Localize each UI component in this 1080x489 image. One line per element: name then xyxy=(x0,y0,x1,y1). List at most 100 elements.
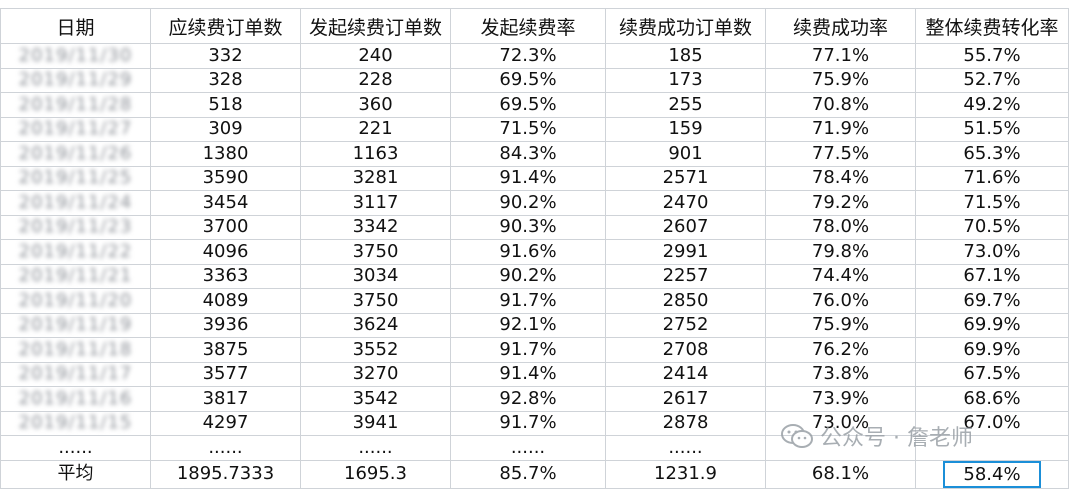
ellipsis-row: ...... ...... ...... ...... ...... xyxy=(0,435,1069,461)
cell: 75.9% xyxy=(765,312,916,338)
table-row: 2019/11/26 1380 1163 84.3% 901 77.5% 65.… xyxy=(0,141,1069,167)
ellipsis-cell: ...... xyxy=(0,435,151,461)
cell: 3117 xyxy=(300,190,451,216)
cell: 91.7% xyxy=(450,288,606,314)
average-row: 平均 1895.7333 1695.3 85.7% 1231.9 68.1% 5… xyxy=(0,459,1069,489)
cell: 2752 xyxy=(605,312,766,338)
cell: 3552 xyxy=(300,337,451,363)
cell: 328 xyxy=(150,67,301,93)
cell: 69.9% xyxy=(915,312,1069,338)
cell: 309 xyxy=(150,116,301,142)
cell: 3270 xyxy=(300,361,451,387)
cell: 73.9% xyxy=(765,386,916,412)
cell: 2571 xyxy=(605,165,766,191)
watermark: 公众号 · 詹老师 xyxy=(780,420,973,452)
table-row: 2019/11/30 332 240 72.3% 185 77.1% 55.7% xyxy=(0,43,1069,69)
average-label: 平均 xyxy=(0,459,151,489)
header-success-orders: 续费成功订单数 xyxy=(605,8,766,44)
header-initiation-rate: 发起续费率 xyxy=(450,8,606,44)
cell: 901 xyxy=(605,141,766,167)
cell: 221 xyxy=(300,116,451,142)
cell: 51.5% xyxy=(915,116,1069,142)
cell: 3342 xyxy=(300,214,451,240)
cell: 228 xyxy=(300,67,451,93)
cell: 74.4% xyxy=(765,263,916,289)
date-cell: 2019/11/26 xyxy=(0,141,151,167)
average-cell: 85.7% xyxy=(450,459,606,489)
cell: 240 xyxy=(300,43,451,69)
cell: 2991 xyxy=(605,239,766,265)
cell: 92.8% xyxy=(450,386,606,412)
date-cell: 2019/11/25 xyxy=(0,165,151,191)
cell: 3542 xyxy=(300,386,451,412)
cell: 71.6% xyxy=(915,165,1069,191)
cell: 91.7% xyxy=(450,410,606,436)
cell: 79.2% xyxy=(765,190,916,216)
header-row: 日期 应续费订单数 发起续费订单数 发起续费率 续费成功订单数 续费成功率 整体… xyxy=(0,8,1069,44)
cell: 3624 xyxy=(300,312,451,338)
cell: 2708 xyxy=(605,337,766,363)
cell: 2470 xyxy=(605,190,766,216)
cell: 173 xyxy=(605,67,766,93)
table-row: 2019/11/21 3363 3034 90.2% 2257 74.4% 67… xyxy=(0,263,1069,289)
date-cell: 2019/11/29 xyxy=(0,67,151,93)
cell: 71.5% xyxy=(915,190,1069,216)
ellipsis-cell: ...... xyxy=(605,435,766,461)
cell: 90.2% xyxy=(450,263,606,289)
cell: 3363 xyxy=(150,263,301,289)
cell: 76.2% xyxy=(765,337,916,363)
date-cell: 2019/11/19 xyxy=(0,312,151,338)
date-cell: 2019/11/27 xyxy=(0,116,151,142)
table-row: 2019/11/27 309 221 71.5% 159 71.9% 51.5% xyxy=(0,116,1069,142)
cell: 3281 xyxy=(300,165,451,191)
cell: 2257 xyxy=(605,263,766,289)
cell: 91.6% xyxy=(450,239,606,265)
cell: 1380 xyxy=(150,141,301,167)
highlight-box: 58.4% xyxy=(943,461,1041,487)
cell: 71.9% xyxy=(765,116,916,142)
cell: 49.2% xyxy=(915,92,1069,118)
wechat-icon xyxy=(781,424,813,448)
cell: 2878 xyxy=(605,410,766,436)
cell: 65.3% xyxy=(915,141,1069,167)
table-row: 2019/11/15 4297 3941 91.7% 2878 73.0% 67… xyxy=(0,410,1069,436)
cell: 3577 xyxy=(150,361,301,387)
cell: 77.1% xyxy=(765,43,916,69)
cell: 1163 xyxy=(300,141,451,167)
cell: 90.3% xyxy=(450,214,606,240)
watermark-text: 公众号 · 詹老师 xyxy=(820,426,973,451)
cell: 77.5% xyxy=(765,141,916,167)
header-overall-rate: 整体续费转化率 xyxy=(915,8,1069,44)
cell: 52.7% xyxy=(915,67,1069,93)
header-due-orders: 应续费订单数 xyxy=(150,8,301,44)
date-cell: 2019/11/18 xyxy=(0,337,151,363)
cell: 91.7% xyxy=(450,337,606,363)
cell: 71.5% xyxy=(450,116,606,142)
table-row: 2019/11/19 3936 3624 92.1% 2752 75.9% 69… xyxy=(0,312,1069,338)
cell: 55.7% xyxy=(915,43,1069,69)
cell: 3590 xyxy=(150,165,301,191)
table-row: 2019/11/23 3700 3342 90.3% 2607 78.0% 70… xyxy=(0,214,1069,240)
cell: 73.8% xyxy=(765,361,916,387)
cell: 2414 xyxy=(605,361,766,387)
cell: 3454 xyxy=(150,190,301,216)
ellipsis-cell: ...... xyxy=(150,435,301,461)
date-cell: 2019/11/23 xyxy=(0,214,151,240)
header-initiated-orders: 发起续费订单数 xyxy=(300,8,451,44)
date-cell: 2019/11/22 xyxy=(0,239,151,265)
table-row: 2019/11/17 3577 3270 91.4% 2414 73.8% 67… xyxy=(0,361,1069,387)
header-date: 日期 xyxy=(0,8,151,44)
cell: 518 xyxy=(150,92,301,118)
cell: 3034 xyxy=(300,263,451,289)
ellipsis-cell: ...... xyxy=(300,435,451,461)
average-cell: 68.1% xyxy=(765,459,916,489)
average-cell: 1895.7333 xyxy=(150,459,301,489)
cell: 67.0% xyxy=(915,410,1069,436)
cell: 78.4% xyxy=(765,165,916,191)
average-cell: 1231.9 xyxy=(605,459,766,489)
cell: 68.6% xyxy=(915,386,1069,412)
date-cell: 2019/11/17 xyxy=(0,361,151,387)
average-cell: 1695.3 xyxy=(300,459,451,489)
cell: 92.1% xyxy=(450,312,606,338)
cell: 2617 xyxy=(605,386,766,412)
